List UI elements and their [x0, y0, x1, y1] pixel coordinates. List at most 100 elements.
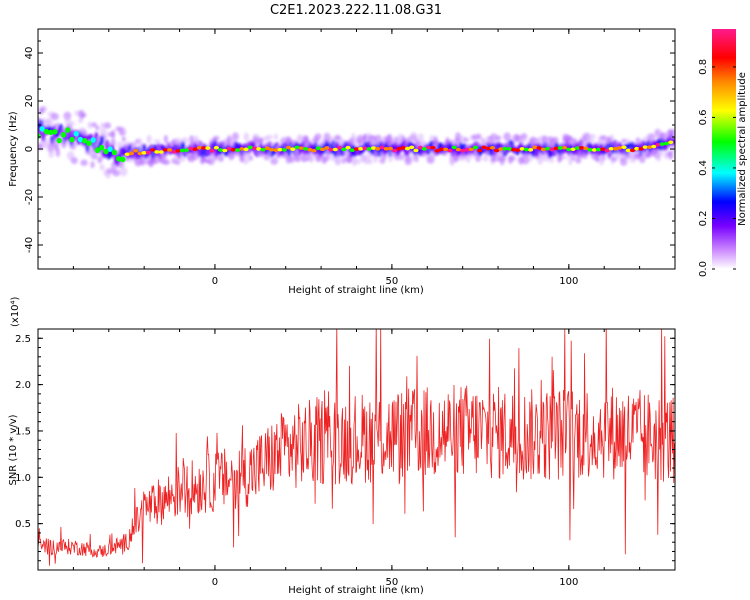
spectral-peak — [209, 148, 215, 153]
spectral-halo — [90, 161, 95, 169]
spectral-peak — [179, 148, 185, 153]
spectral-peak — [485, 146, 491, 151]
spectral-peak — [621, 145, 627, 150]
spectral-halo — [55, 148, 61, 158]
y-tick-label: 1.0 — [15, 473, 31, 484]
spectral-peak — [239, 147, 245, 151]
spectral-halo — [163, 134, 168, 144]
spectral-peak — [341, 147, 347, 152]
spectral-halo — [474, 154, 482, 163]
spectral-halo — [414, 154, 419, 163]
spectral-peak — [192, 147, 198, 152]
spectral-peak — [595, 147, 602, 152]
spectral-peak — [629, 148, 636, 153]
spectral-peak — [404, 146, 411, 151]
y-tick-label: -20 — [24, 189, 35, 205]
spectral-peak — [226, 146, 232, 151]
spectral-halo — [77, 119, 84, 124]
x-tick-label: 0 — [212, 276, 218, 287]
y-tick-label: 2.0 — [15, 380, 31, 391]
snr-xlabel: Height of straight line (km) — [288, 585, 424, 596]
spectral-halo — [308, 153, 314, 164]
spectral-peak — [434, 148, 440, 153]
cb-tick-label: 0.8 — [698, 59, 709, 75]
spectral-halo — [334, 155, 342, 166]
spectral-peak — [506, 147, 512, 151]
spectral-halo — [119, 127, 127, 137]
spectral-halo — [97, 156, 103, 164]
spectral-halo — [417, 133, 424, 141]
spectral-peak — [332, 147, 338, 152]
spectral-peak — [515, 148, 521, 152]
spectral-peak — [612, 146, 619, 151]
spectral-peak — [523, 147, 529, 152]
spectral-peak — [498, 147, 504, 151]
spectral-peak — [281, 148, 287, 152]
spectral-halo — [87, 121, 93, 129]
spectral-peak — [298, 146, 304, 150]
spectral-halo — [80, 159, 88, 166]
spectral-halo — [495, 135, 502, 141]
spectral-halo — [162, 159, 171, 165]
spectral-peak — [464, 148, 470, 152]
spectral-peak — [574, 146, 580, 150]
spectral-peak — [421, 147, 428, 151]
snr-multiplier: (x10⁴) — [10, 296, 21, 327]
spectral-halo — [243, 132, 249, 142]
spectral-halo — [588, 133, 596, 140]
spectrogram-xlabel: Height of straight line (km) — [288, 285, 424, 296]
spectral-peak — [634, 146, 640, 151]
spectral-halo — [520, 133, 528, 141]
spectrogram-ylabel: Frequency (Hz) — [8, 111, 19, 187]
spectral-peak — [99, 144, 105, 151]
spectral-peak — [141, 151, 147, 155]
spectral-peak — [336, 145, 343, 150]
spectral-peak — [617, 146, 623, 150]
spectral-peak — [162, 148, 168, 152]
spectral-peak — [447, 148, 453, 153]
x-tick-label: 100 — [559, 577, 578, 588]
spectral-peak — [472, 145, 479, 150]
spectral-peak — [120, 156, 126, 163]
spectral-halo — [668, 150, 674, 161]
spectral-peak — [311, 148, 317, 153]
spectral-peak — [247, 145, 253, 150]
spectral-peak — [196, 145, 202, 150]
snr-ticks: 0 50 100 0.5 1.0 1.5 2.0 2.5 — [15, 329, 675, 588]
spectral-peak — [460, 148, 466, 153]
spectral-peak — [184, 148, 190, 152]
spectral-peak — [213, 145, 219, 150]
spectral-peak — [604, 148, 610, 153]
spectral-peak — [655, 143, 661, 147]
spectral-peak — [103, 148, 109, 155]
spectral-peak — [528, 148, 534, 152]
spectral-peak — [545, 146, 551, 151]
spectral-halo — [263, 152, 271, 161]
spectral-halo — [273, 133, 278, 140]
spectral-peak — [175, 149, 181, 153]
spectral-peak — [443, 147, 449, 152]
chart-title: C2E1.2023.222.11.08.G31 — [270, 3, 442, 18]
spectral-peak — [319, 147, 326, 152]
spectral-halo — [207, 155, 214, 163]
spectral-halo — [219, 156, 224, 162]
colorbar: 0.0 0.2 0.4 0.6 0.8 Normalized spectral ampl… — [698, 29, 748, 277]
spectral-peak — [290, 147, 296, 151]
x-tick-label: 50 — [386, 577, 399, 588]
spectral-band — [99, 135, 104, 145]
spectral-halo — [409, 131, 418, 141]
spectral-peak — [625, 148, 631, 153]
spectral-halo — [613, 154, 619, 159]
spectral-halo — [621, 138, 628, 144]
spectral-halo — [190, 157, 195, 163]
spectral-halo — [46, 117, 54, 128]
spectral-peak — [222, 148, 228, 153]
spectral-peak — [243, 147, 249, 152]
spectral-peak — [315, 146, 321, 151]
spectral-peak — [663, 141, 670, 146]
spectral-halo — [259, 137, 264, 144]
cb-tick-label: 0.2 — [698, 211, 709, 227]
x-tick-label: 100 — [559, 276, 578, 287]
spectral-peak — [540, 147, 546, 152]
y-tick-label: 40 — [24, 47, 35, 60]
